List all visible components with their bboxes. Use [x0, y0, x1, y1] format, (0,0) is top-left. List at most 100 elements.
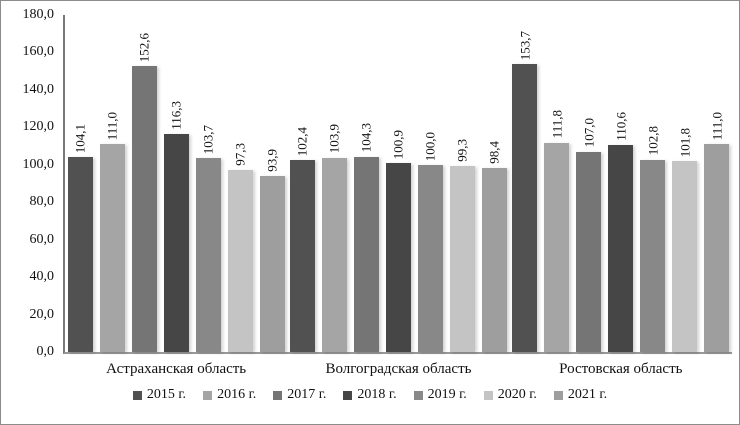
bar-value-label: 98,4: [486, 141, 502, 164]
bar-value-label: 104,3: [358, 123, 374, 153]
bar-cell: 100,9: [385, 15, 411, 352]
y-axis-tick-label: 60,0: [29, 231, 55, 247]
legend-swatch: [553, 390, 563, 400]
legend-item: 2015 г.: [132, 387, 187, 403]
legend-label: 2017 г.: [287, 387, 327, 402]
bar-cell: 104,1: [67, 15, 93, 352]
y-axis-tick-label: 80,0: [29, 194, 55, 210]
bar: [353, 156, 379, 352]
category-label: Ростовская область: [559, 361, 683, 377]
legend-item: 2016 г.: [203, 387, 256, 403]
bar-value-label: 103,9: [326, 124, 342, 154]
y-axis-tick-label: 160,0: [22, 44, 55, 60]
y-axis-tick-label: 0,0: [36, 344, 55, 359]
bar: [672, 161, 698, 352]
bar: [131, 66, 157, 352]
bar: [640, 159, 666, 352]
bar: [576, 151, 602, 352]
bar-value-label: 111,0: [709, 111, 725, 141]
bar-value-label: 100,9: [390, 129, 406, 160]
legend-swatch: [273, 390, 283, 400]
bar: [321, 157, 347, 352]
bar-group: 104,1 111,0 152,6 116,3 103,7 97,3 93,9: [65, 15, 287, 352]
legend-label: 2021 г.: [567, 387, 608, 402]
legend-item: 2019 г.: [413, 387, 467, 403]
bar: [481, 167, 507, 352]
bar: [99, 144, 125, 352]
bar-cell: 103,7: [195, 15, 221, 352]
plot-area: 104,1 111,0 152,6 116,3 103,7 97,3 93,9 102,4 10…: [63, 15, 732, 354]
bar-cell: 110,6: [608, 15, 634, 352]
bar-group: 102,4 103,9 104,3 100,9 100,0 99,3 98,4: [287, 15, 509, 352]
bar: [227, 169, 253, 352]
bar-cell: 99,3: [449, 15, 475, 352]
bar-cell: 100,0: [417, 15, 443, 352]
y-axis: 0,0 20,0 40,0 60,0 80,0 100,0 120,0 140,0 160,0 1…: [1, 7, 63, 359]
bar-value-label: 97,3: [232, 143, 248, 166]
bar-cell: 116,3: [163, 15, 189, 352]
bar-value-label: 107,0: [581, 118, 597, 148]
bar-value-label: 102,8: [645, 126, 661, 156]
bar-cell: 98,4: [481, 15, 507, 352]
bar-cell: 101,8: [672, 15, 698, 352]
y-axis-tick-label: 140,0: [22, 81, 55, 97]
bar-value-label: 104,1: [72, 123, 88, 154]
bar-cell: 152,6: [131, 15, 157, 352]
bar: [417, 164, 443, 352]
bar: [195, 157, 221, 352]
bar-cell: 93,9: [259, 15, 285, 352]
bar-value-label: 153,7: [517, 31, 533, 61]
bar-cell: 104,3: [353, 15, 379, 352]
legend-item: 2017 г.: [273, 387, 326, 403]
bar-cell: 102,8: [640, 15, 666, 352]
bar-value-label: 100,0: [422, 131, 438, 161]
category-label: Волгоградская область: [325, 361, 472, 377]
bar-cell: 111,0: [99, 15, 125, 352]
y-axis-tick-label: 180,0: [22, 7, 55, 22]
y-axis-tick-label: 100,0: [22, 156, 55, 172]
bar-value-label: 152,6: [136, 33, 152, 63]
bar: [544, 142, 570, 352]
y-axis-tick-label: 40,0: [29, 269, 55, 285]
legend: 2015 г. 2016 г. 2017 г. 2018 г. 2019 г. 2020 …: [1, 387, 739, 403]
bar-value-label: 116,3: [168, 101, 184, 131]
chart-row: 0,0 20,0 40,0 60,0 80,0 100,0 120,0 140,0 160,0 1…: [1, 7, 739, 359]
legend-swatch: [203, 390, 213, 400]
bar: [289, 160, 315, 352]
category-label: Астраханская область: [106, 361, 247, 377]
bar-value-label: 93,9: [264, 149, 280, 173]
bar-value-label: 111,8: [549, 110, 565, 139]
bar-value-label: 110,6: [613, 112, 629, 141]
legend-item: 2020 г.: [483, 387, 537, 403]
bar-cell: 97,3: [227, 15, 253, 352]
bar-cell: 111,8: [544, 15, 570, 352]
bar: [163, 134, 189, 352]
legend-item: 2021 г.: [553, 387, 608, 403]
bar-cell: 107,0: [576, 15, 602, 352]
legend-swatch: [132, 390, 142, 400]
category-axis: Астраханская область Волгоградская област…: [65, 354, 732, 378]
legend-item: 2018 г.: [343, 387, 397, 403]
bar-value-label: 111,0: [104, 111, 120, 141]
bar-value-label: 103,7: [200, 124, 216, 154]
legend-label: 2015 г.: [146, 387, 187, 402]
legend-label: 2016 г.: [217, 387, 257, 402]
bar-cell: 111,0: [704, 15, 730, 352]
legend-swatch: [483, 390, 493, 400]
legend-label: 2018 г.: [357, 387, 397, 402]
bar: [385, 163, 411, 352]
legend-swatch: [413, 390, 423, 400]
bar: [449, 166, 475, 352]
bar-cell: 102,4: [289, 15, 315, 352]
bar-value-label: 99,3: [454, 139, 470, 163]
y-axis-tick-label: 20,0: [29, 306, 55, 322]
bar-cell: 103,9: [321, 15, 347, 352]
bar: [704, 144, 730, 352]
bar: [608, 144, 634, 352]
bar-cell: 153,7: [512, 15, 538, 352]
bar: [259, 176, 285, 352]
y-axis-tick-label: 120,0: [22, 119, 55, 135]
bar-value-label: 101,8: [677, 128, 693, 158]
bar-value-label: 102,4: [294, 127, 310, 157]
